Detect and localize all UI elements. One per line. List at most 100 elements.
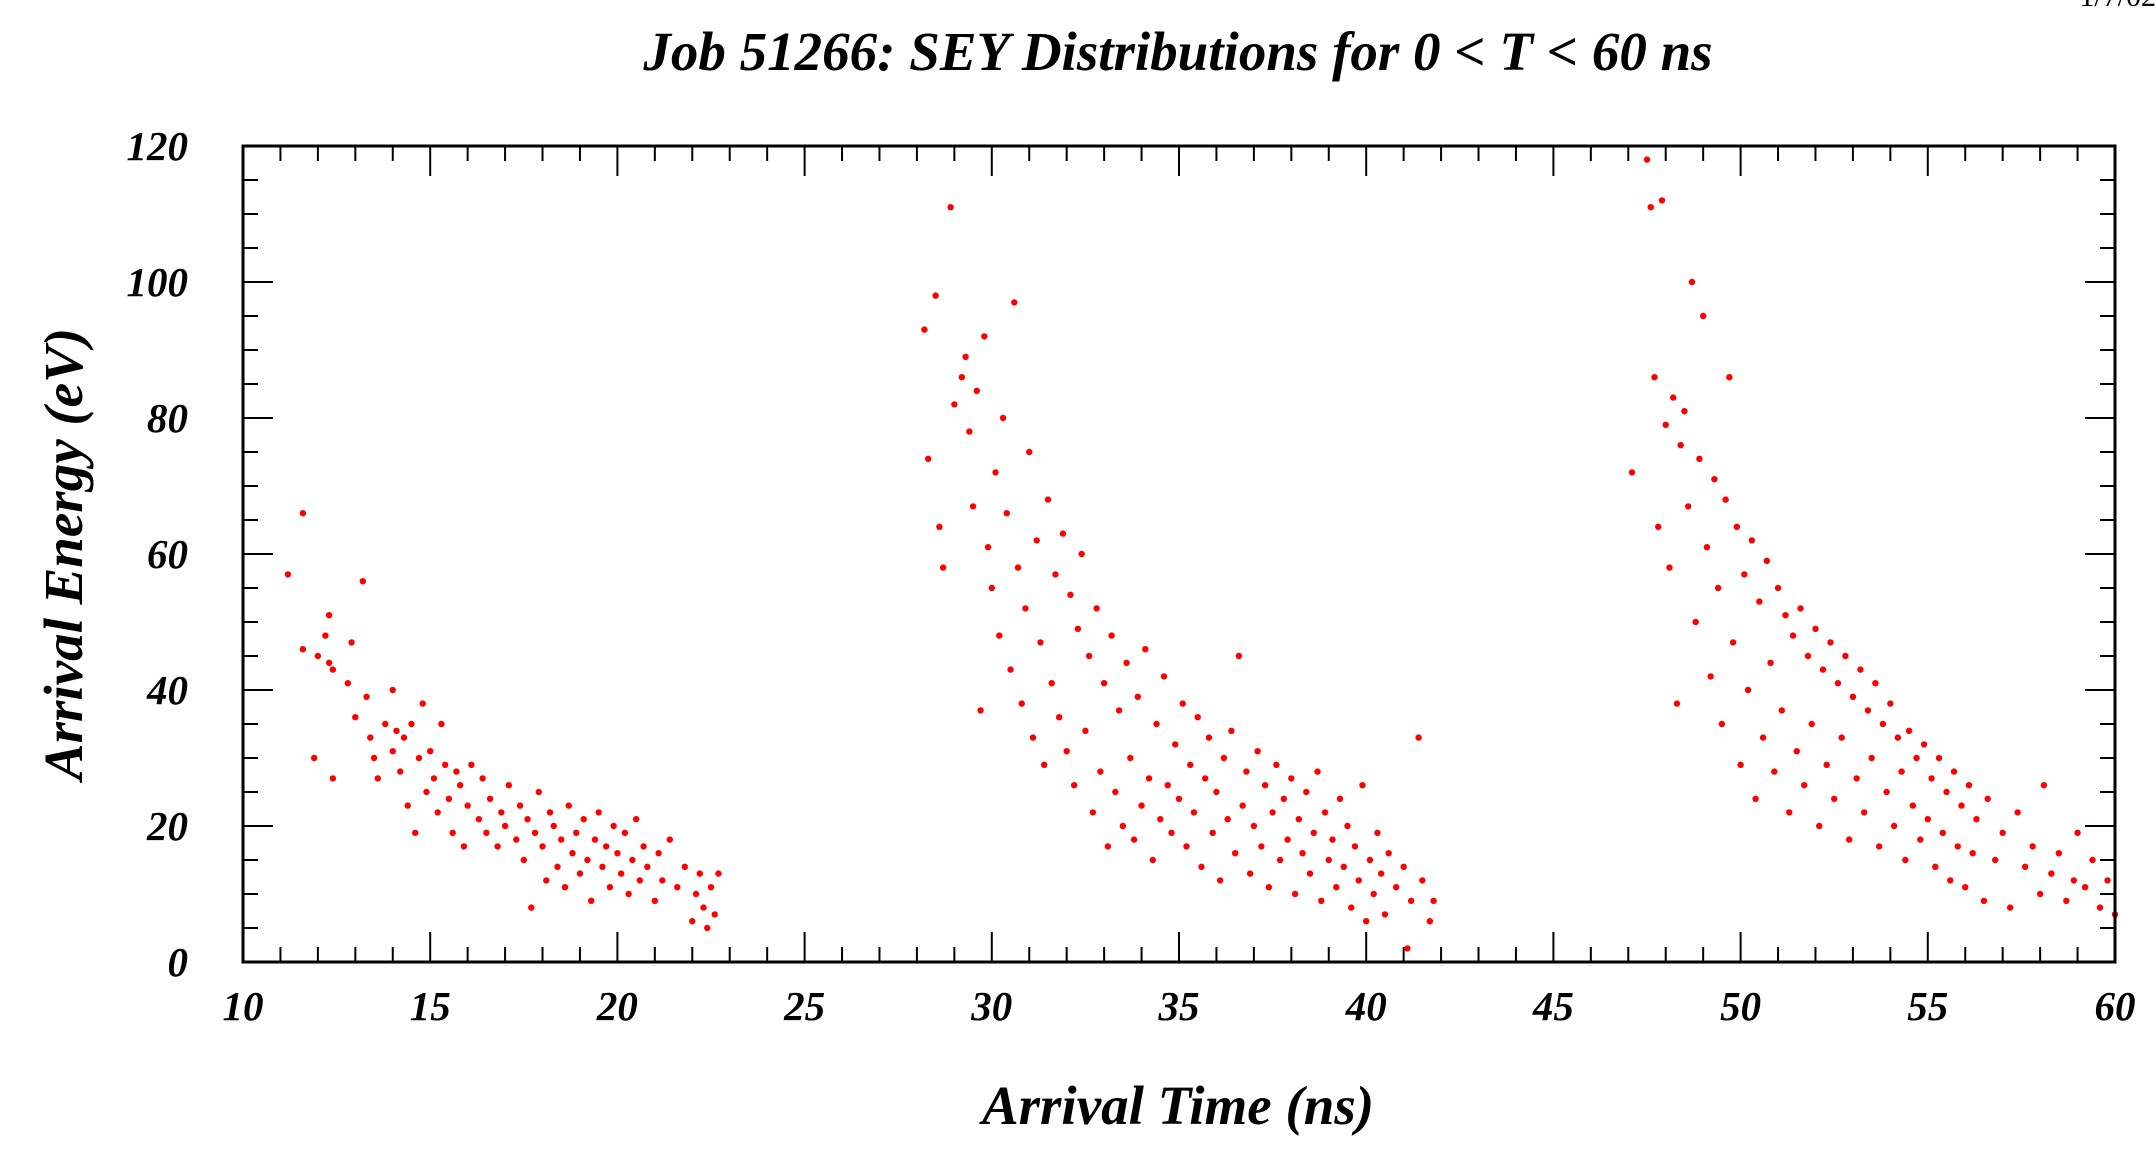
data-point	[520, 856, 527, 864]
data-point	[1194, 714, 1201, 721]
data-point	[299, 510, 307, 517]
data-point	[1138, 802, 1145, 809]
data-point	[689, 918, 696, 925]
data-point	[1160, 673, 1168, 680]
data-point	[1055, 714, 1063, 721]
data-point	[408, 720, 415, 728]
data-point	[1400, 863, 1407, 870]
data-point	[1729, 639, 1737, 646]
x-tick-label: 60	[2095, 983, 2136, 1029]
data-point	[1134, 693, 1142, 700]
data-point	[1205, 734, 1213, 741]
data-point	[1003, 510, 1010, 517]
data-point	[475, 816, 483, 823]
data-point	[1115, 707, 1123, 714]
x-tick-label: 15	[410, 983, 451, 1029]
data-point	[1879, 720, 1887, 728]
data-point	[1744, 686, 1752, 694]
data-point	[400, 734, 408, 741]
x-tick-label: 55	[1907, 983, 1948, 1029]
data-point	[1752, 795, 1759, 802]
data-point	[438, 720, 445, 728]
data-point	[1864, 707, 1872, 714]
data-point	[397, 768, 404, 775]
data-point	[1677, 442, 1684, 449]
data-point	[1026, 448, 1033, 456]
data-point	[1314, 768, 1321, 775]
data-point	[456, 782, 464, 789]
data-point	[543, 877, 550, 884]
data-point	[1258, 843, 1265, 850]
data-point	[996, 632, 1003, 639]
y-axis-label: Arrival Energy (eV)	[33, 328, 94, 783]
data-point	[1703, 544, 1711, 551]
data-point	[483, 829, 490, 836]
y-tick-label: 120	[127, 123, 189, 169]
data-point	[2040, 782, 2048, 789]
data-point	[1426, 918, 1434, 925]
data-point	[1804, 652, 1812, 660]
data-point	[1707, 673, 1714, 680]
data-point	[1917, 836, 1924, 843]
data-point	[1130, 836, 1138, 843]
y-tick-label: 40	[146, 667, 188, 713]
data-point	[576, 870, 584, 877]
data-point	[1666, 564, 1673, 571]
data-point	[1969, 850, 1976, 857]
data-point	[636, 877, 644, 884]
data-point	[1250, 822, 1258, 830]
data-point	[1774, 584, 1782, 592]
data-point	[1070, 782, 1078, 789]
data-point	[1149, 856, 1156, 864]
data-point	[516, 802, 524, 809]
data-point	[962, 353, 969, 360]
data-point	[1153, 720, 1160, 728]
data-point	[1224, 816, 1231, 823]
y-tick-label: 100	[127, 259, 189, 305]
data-point	[1340, 863, 1347, 870]
data-point	[1082, 727, 1089, 734]
data-point	[2048, 870, 2055, 877]
data-point	[2029, 843, 2036, 850]
data-point	[1909, 802, 1917, 809]
data-point	[1284, 836, 1291, 843]
data-point	[329, 775, 337, 782]
data-point	[621, 829, 629, 836]
data-point	[348, 639, 355, 646]
data-point	[1164, 782, 1171, 789]
data-point	[501, 822, 509, 830]
data-point	[389, 686, 396, 694]
data-point	[325, 659, 333, 666]
data-point	[561, 884, 569, 891]
data-point	[1363, 918, 1370, 925]
data-point	[1834, 680, 1842, 687]
data-point	[1355, 877, 1362, 884]
data-point	[674, 884, 681, 891]
data-point	[1890, 822, 1898, 830]
data-point	[2021, 863, 2029, 870]
data-point	[1239, 802, 1246, 809]
data-point	[1299, 850, 1306, 857]
data-point	[1063, 748, 1070, 755]
data-point	[1711, 476, 1718, 483]
data-point	[924, 455, 932, 462]
data-point	[1261, 782, 1269, 789]
data-point	[969, 503, 977, 510]
data-point	[1093, 605, 1100, 612]
data-point	[1100, 680, 1108, 687]
data-point	[1699, 312, 1707, 320]
y-tick-label: 80	[147, 395, 188, 441]
data-point	[2006, 904, 2014, 911]
data-point	[704, 924, 711, 932]
data-point	[1172, 741, 1179, 748]
data-point	[1085, 652, 1093, 660]
data-point	[1216, 877, 1224, 884]
data-point	[584, 856, 591, 864]
data-point	[2063, 897, 2070, 904]
data-point	[498, 809, 505, 816]
data-point	[1670, 394, 1677, 401]
data-point	[1662, 421, 1669, 428]
data-point	[958, 374, 966, 381]
data-point	[1404, 945, 1411, 952]
data-point	[412, 829, 419, 836]
